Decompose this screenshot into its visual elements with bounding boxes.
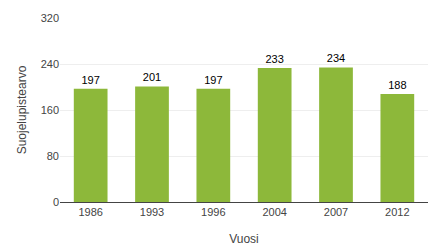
svg-text:2007: 2007 <box>324 206 348 218</box>
svg-text:234: 234 <box>327 52 345 64</box>
svg-text:160: 160 <box>41 104 59 116</box>
svg-text:240: 240 <box>41 58 59 70</box>
svg-text:233: 233 <box>265 53 283 65</box>
svg-text:Suojelupistearvo: Suojelupistearvo <box>15 65 29 154</box>
svg-text:1996: 1996 <box>201 206 225 218</box>
svg-text:320: 320 <box>41 12 59 24</box>
svg-text:1993: 1993 <box>140 206 164 218</box>
svg-text:1986: 1986 <box>78 206 102 218</box>
svg-text:2012: 2012 <box>385 206 409 218</box>
svg-text:188: 188 <box>388 79 406 91</box>
svg-text:2004: 2004 <box>262 206 286 218</box>
svg-text:80: 80 <box>47 150 59 162</box>
svg-text:Vuosi: Vuosi <box>229 232 259 246</box>
svg-text:0: 0 <box>53 196 59 208</box>
svg-text:201: 201 <box>143 71 161 83</box>
svg-text:197: 197 <box>204 74 222 86</box>
svg-text:197: 197 <box>81 74 99 86</box>
